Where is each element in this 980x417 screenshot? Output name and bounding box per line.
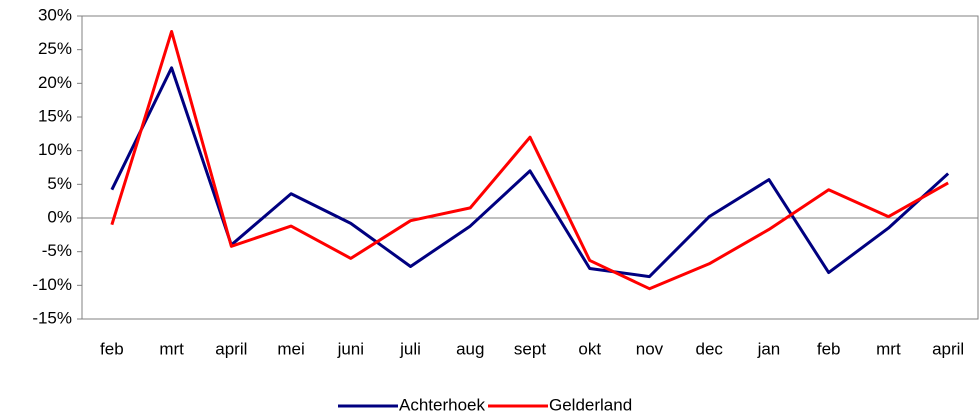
x-tick-label: mrt — [876, 339, 901, 358]
x-tick-label: april — [932, 339, 964, 358]
x-tick-label: dec — [695, 339, 723, 358]
y-tick-label: -15% — [32, 308, 72, 327]
y-tick-label: 25% — [38, 39, 72, 58]
y-tick-label: -10% — [32, 275, 72, 294]
x-tick-label: mrt — [159, 339, 184, 358]
x-tick-label: mei — [277, 339, 304, 358]
x-tick-label: april — [215, 339, 247, 358]
x-tick-label: okt — [578, 339, 601, 358]
y-tick-label: 5% — [47, 174, 72, 193]
y-tick-label: -5% — [42, 241, 72, 260]
y-tick-label: 0% — [47, 207, 72, 226]
legend-label: Gelderland — [549, 395, 632, 414]
y-tick-label: 10% — [38, 140, 72, 159]
series-line — [110, 66, 950, 279]
y-tick-label: 20% — [38, 73, 72, 92]
x-tick-label: jan — [757, 339, 781, 358]
series-line — [110, 29, 949, 291]
x-tick-label: feb — [817, 339, 841, 358]
x-tick-label: juli — [399, 339, 421, 358]
x-tick-label: aug — [456, 339, 484, 358]
x-tick-label: juni — [337, 339, 364, 358]
y-tick-label: 30% — [38, 5, 72, 24]
x-tick-label: sept — [514, 339, 546, 358]
x-tick-label: feb — [100, 339, 124, 358]
plot-border — [81, 15, 979, 320]
legend-label: Achterhoek — [399, 395, 485, 414]
x-tick-label: nov — [636, 339, 664, 358]
y-tick-label: 15% — [38, 106, 72, 125]
